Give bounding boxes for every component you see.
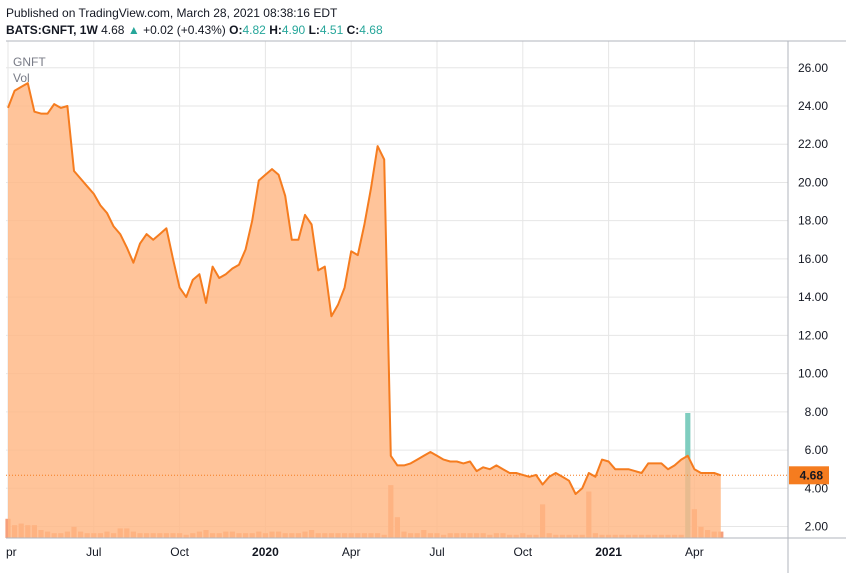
y-tick-label: 18.00	[798, 214, 828, 228]
x-tick-label: pr	[6, 545, 17, 559]
y-tick-label: 26.00	[798, 61, 828, 75]
last-price-tag-text: 4.68	[800, 468, 824, 482]
x-tick-label: 2020	[252, 545, 279, 559]
high-label: H:	[269, 23, 282, 37]
last-price-tag: 4.68	[789, 466, 829, 485]
y-tick-label: 14.00	[798, 290, 828, 304]
y-tick-label: 10.00	[798, 367, 828, 381]
pane-frame	[6, 40, 846, 573]
price-line	[7, 82, 722, 495]
y-tick-label: 4.00	[805, 481, 829, 495]
low-value: 4.51	[319, 23, 344, 37]
x-tick-label: Jul	[86, 545, 101, 559]
close-label: C:	[346, 23, 360, 37]
price-axis: 2.00 4.00 6.00 8.00 10.00 12.00 14.00 16.00 18.0…	[798, 61, 828, 534]
volume-bar	[718, 531, 724, 538]
change-value: +0.02 (+0.43%)	[143, 23, 226, 37]
close-value: 4.68	[359, 23, 383, 37]
price-area	[8, 83, 721, 538]
y-tick-label: 12.00	[798, 328, 828, 342]
y-tick-label: 16.00	[798, 252, 828, 266]
last-price: 4.68	[101, 23, 125, 37]
x-tick-label: Oct	[513, 545, 532, 559]
x-tick-label: Oct	[170, 545, 189, 559]
pane-volume-label: Vol	[13, 71, 30, 85]
last-price-tag-box	[789, 466, 829, 485]
x-tick-label: Jul	[429, 545, 444, 559]
ohlc-legend: BATS:GNFT, 1W 4.68 ▲ +0.02 (+0.43%) O:4.…	[6, 23, 383, 37]
open-value: 4.82	[242, 23, 266, 37]
x-tick-label: Apr	[685, 545, 704, 559]
high-value: 4.90	[281, 23, 306, 37]
change-up-icon: ▲	[127, 23, 140, 37]
y-tick-label: 22.00	[798, 137, 828, 151]
x-tick-label: Apr	[342, 545, 361, 559]
y-tick-label: 24.00	[798, 99, 828, 113]
x-tick-label: 2021	[595, 545, 622, 559]
published-caption: Published on TradingView.com, March 28, …	[6, 6, 338, 20]
y-tick-label: 8.00	[805, 405, 829, 419]
open-label: O:	[229, 23, 243, 37]
pane-symbol-label: GNFT	[13, 55, 46, 69]
y-tick-label: 6.00	[805, 443, 829, 457]
low-label: L:	[308, 23, 320, 37]
y-tick-label: 20.00	[798, 175, 828, 189]
symbol-label: BATS:GNFT, 1W	[6, 23, 98, 37]
y-tick-label: 2.00	[805, 520, 829, 534]
time-axis: pr Jul Oct 2020 Apr Jul Oct 2021 Apr	[6, 545, 704, 559]
